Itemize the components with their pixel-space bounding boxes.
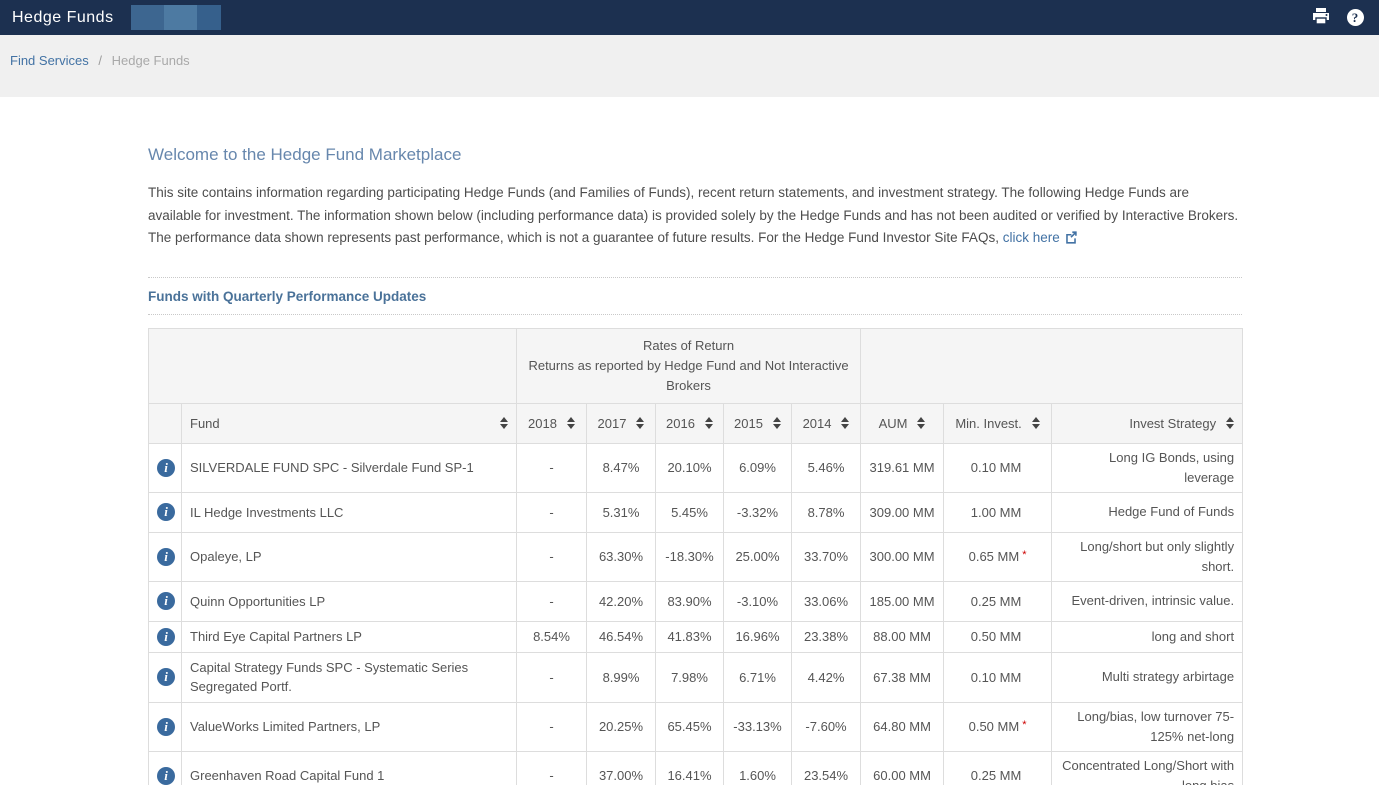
breadcrumb-separator: / <box>98 53 102 68</box>
table-row: i ValueWorks Limited Partners, LP - 20.2… <box>148 701 1244 752</box>
info-icon[interactable]: i <box>157 627 175 646</box>
header-min-invest[interactable]: Min. Invest. <box>943 402 1053 444</box>
table-header-row: Fund 2018 2017 2016 2015 2014 AUM Min. I… <box>148 402 1244 444</box>
external-link-icon <box>1060 230 1078 245</box>
table-row: i Greenhaven Road Capital Fund 1 - 37.00… <box>148 750 1244 785</box>
min-invest-flag: * <box>1022 719 1027 731</box>
invest-strategy: Multi strategy arbirtage <box>1051 651 1244 703</box>
header-info-column <box>148 402 182 444</box>
group-header-empty-left <box>148 327 517 404</box>
header-fund[interactable]: Fund <box>181 402 517 444</box>
table-row: i SILVERDALE FUND SPC - Silverdale Fund … <box>148 442 1244 493</box>
fund-name: Opaleye, LP <box>181 531 517 582</box>
section-heading: Funds with Quarterly Performance Updates <box>148 288 427 304</box>
info-icon[interactable]: i <box>157 717 175 736</box>
fund-name: Greenhaven Road Capital Fund 1 <box>181 750 517 785</box>
funds-table: Rates of Return Returns as reported by H… <box>148 327 1244 785</box>
intro-paragraph: This site contains information regarding… <box>148 182 1242 250</box>
fund-name: IL Hedge Investments LLC <box>181 491 517 533</box>
sort-icon <box>841 417 850 429</box>
main-content: Welcome to the Hedge Fund Marketplace Th… <box>0 97 1379 785</box>
table-row: i Capital Strategy Funds SPC - Systemati… <box>148 651 1244 703</box>
fund-name: Quinn Opportunities LP <box>181 580 517 622</box>
table-row: i IL Hedge Investments LLC - 5.31% 5.45%… <box>148 491 1244 533</box>
invest-strategy: Long/bias, low turnover 75-125% net-long <box>1051 701 1244 752</box>
table-row: i Opaleye, LP - 63.30% -18.30% 25.00% 33… <box>148 531 1244 582</box>
group-header-rates: Rates of Return Returns as reported by H… <box>515 327 862 404</box>
page-title: Welcome to the Hedge Fund Marketplace <box>148 145 462 164</box>
intro-text: This site contains information regarding… <box>148 185 1239 245</box>
header-2014[interactable]: 2014 <box>790 402 862 444</box>
sort-icon <box>1226 417 1235 429</box>
sort-icon <box>917 417 926 429</box>
sort-icon <box>704 417 713 429</box>
faq-link[interactable]: click here <box>1003 230 1078 245</box>
breadcrumb-band: Find Services / Hedge Funds <box>0 35 1379 97</box>
sort-icon <box>566 417 575 429</box>
app-title: Hedge Funds <box>12 8 114 26</box>
info-icon[interactable]: i <box>157 503 175 521</box>
header-2018[interactable]: 2018 <box>516 402 587 444</box>
breadcrumb: Find Services / Hedge Funds <box>10 53 1379 68</box>
min-invest-flag: * <box>1022 549 1027 561</box>
info-icon[interactable]: i <box>157 592 175 610</box>
info-icon[interactable]: i <box>157 458 175 477</box>
sort-icon <box>772 417 781 429</box>
table-row: i Quinn Opportunities LP - 42.20% 83.90%… <box>148 580 1244 622</box>
help-button[interactable]: ? <box>1343 6 1367 30</box>
header-invest-strategy[interactable]: Invest Strategy <box>1051 402 1244 444</box>
sort-icon <box>1031 417 1040 429</box>
fund-name: Capital Strategy Funds SPC - Systematic … <box>181 651 517 703</box>
table-row: i Third Eye Capital Partners LP 8.54% 46… <box>148 620 1244 653</box>
group-header-empty-right <box>860 327 1244 404</box>
header-2016[interactable]: 2016 <box>655 402 724 444</box>
redacted-block <box>130 5 221 30</box>
print-button[interactable] <box>1309 6 1333 30</box>
info-icon[interactable]: i <box>157 668 175 686</box>
header-aum[interactable]: AUM <box>860 402 945 444</box>
breadcrumb-link-find-services[interactable]: Find Services <box>10 53 89 68</box>
table-group-header-row: Rates of Return Returns as reported by H… <box>148 327 1244 404</box>
invest-strategy: Long IG Bonds, using leverage <box>1051 442 1244 493</box>
invest-strategy: Long/short but only slightly short. <box>1051 531 1244 582</box>
sort-icon <box>636 417 645 429</box>
breadcrumb-current: Hedge Funds <box>111 53 190 68</box>
dotted-divider-top <box>148 276 1242 278</box>
info-icon[interactable]: i <box>157 766 175 785</box>
info-icon[interactable]: i <box>157 547 175 566</box>
dotted-divider-bottom <box>148 313 1242 315</box>
sort-icon <box>500 417 508 429</box>
invest-strategy: Concentrated Long/Short with long bias <box>1051 750 1244 785</box>
invest-strategy: Event-driven, intrinsic value. <box>1051 580 1244 622</box>
header-2017[interactable]: 2017 <box>586 402 656 444</box>
fund-name: SILVERDALE FUND SPC - Silverdale Fund SP… <box>181 442 517 493</box>
fund-name: ValueWorks Limited Partners, LP <box>181 701 517 752</box>
invest-strategy: long and short <box>1051 620 1244 653</box>
top-navbar: Hedge Funds ? <box>0 0 1379 35</box>
printer-icon <box>1312 7 1330 28</box>
invest-strategy: Hedge Fund of Funds <box>1051 491 1244 533</box>
help-icon: ? <box>1346 9 1364 26</box>
fund-name: Third Eye Capital Partners LP <box>181 620 517 653</box>
header-2015[interactable]: 2015 <box>723 402 792 444</box>
